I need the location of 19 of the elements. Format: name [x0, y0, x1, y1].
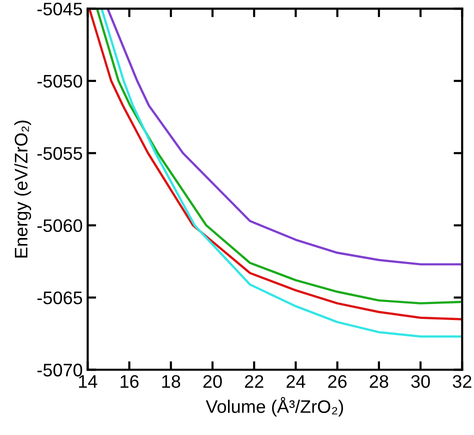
x-tick-label: 14 — [79, 375, 98, 388]
y-tick-label: -5065 — [37, 291, 82, 304]
y-tick-label: -5060 — [37, 219, 82, 232]
x-tick-label: 24 — [286, 375, 306, 388]
x-tick-label: 32 — [452, 375, 472, 388]
y-axis-title: Energy (eV/ZrO₂) — [14, 120, 32, 258]
x-tick-label: 16 — [120, 375, 139, 388]
y-tick-label: -5055 — [37, 147, 82, 160]
y-tick-label: -5070 — [37, 364, 82, 376]
x-tick-label: 28 — [370, 375, 388, 388]
x-tick-label: 22 — [244, 375, 264, 388]
y-tick-label: -5045 — [37, 2, 82, 16]
line-series — [106, 8, 462, 266]
y-tick-label: -5050 — [37, 74, 82, 88]
x-tick-label: 20 — [203, 375, 222, 388]
x-tick-label: 26 — [328, 375, 347, 388]
x-axis-title: Volume (Å³/ZrO₂) — [206, 396, 344, 417]
x-tick-label: 18 — [162, 375, 180, 388]
x-tick-label: 30 — [411, 375, 430, 388]
